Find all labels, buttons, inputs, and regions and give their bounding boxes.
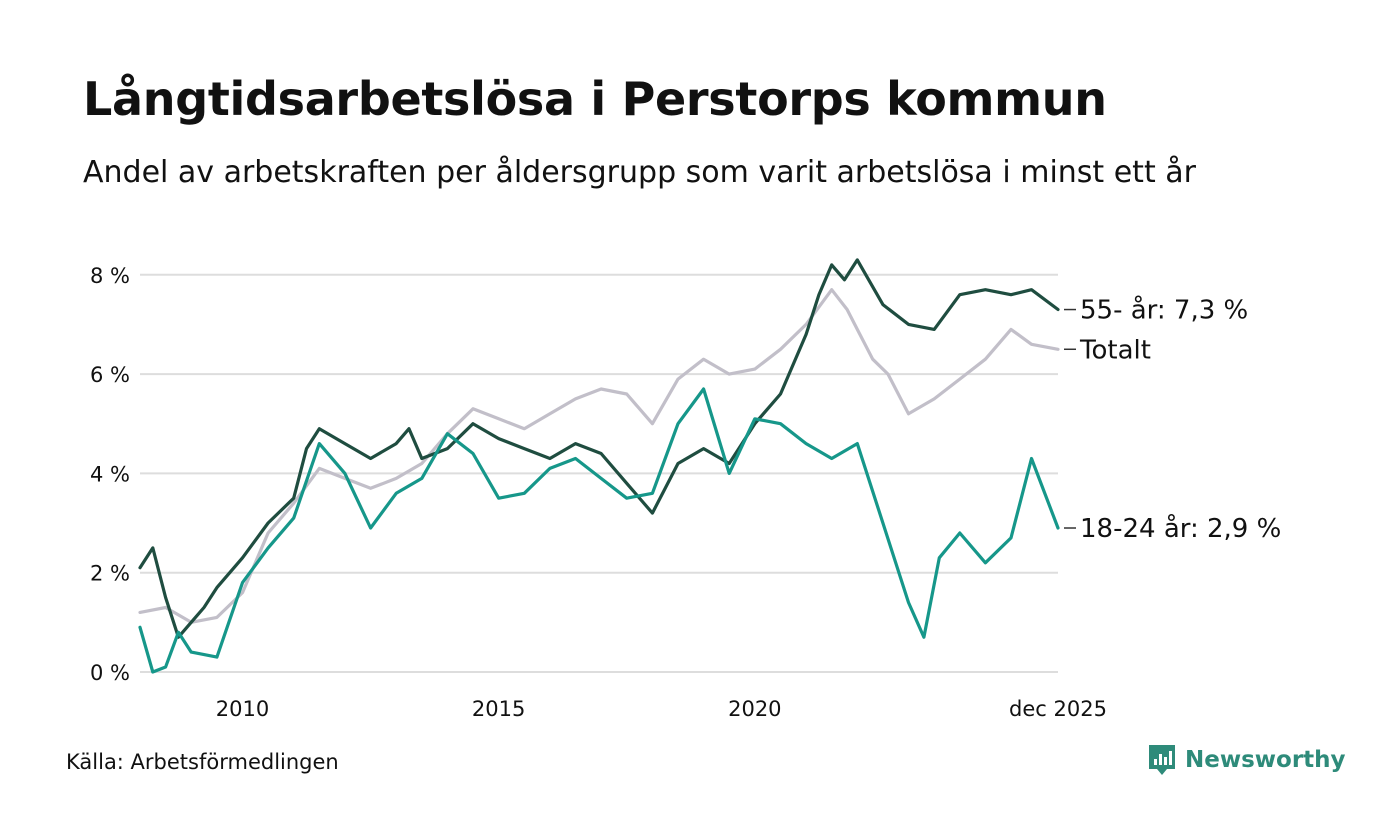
end-label: 18-24 år: 2,9 % [1080,513,1281,544]
source-note: Källa: Arbetsförmedlingen [66,750,339,774]
x-tick-label: 2015 [472,697,525,721]
y-tick-label: 6 % [90,363,130,387]
newsworthy-icon [1149,745,1175,775]
end-label: 55- år: 7,3 % [1080,295,1248,326]
brand-logo: Newsworthy [1147,743,1346,777]
brand-name: Newsworthy [1185,747,1346,773]
chart-subtitle: Andel av arbetskraften per åldersgrupp s… [83,155,1196,190]
x-tick-label: 2010 [216,697,269,721]
y-tick-label: 0 % [90,661,130,685]
y-tick-label: 2 % [90,562,130,586]
series-line-55-r [138,258,1060,639]
series-line-18-24-r [138,387,1060,674]
chart-title: Långtidsarbetslösa i Perstorps kommun [83,72,1107,126]
end-label: Totalt [1079,335,1151,365]
y-tick-label: 4 % [90,462,130,486]
x-tick-label: dec 2025 [1009,697,1107,721]
y-tick-label: 8 % [90,264,130,288]
x-tick-label: 2020 [728,697,781,721]
